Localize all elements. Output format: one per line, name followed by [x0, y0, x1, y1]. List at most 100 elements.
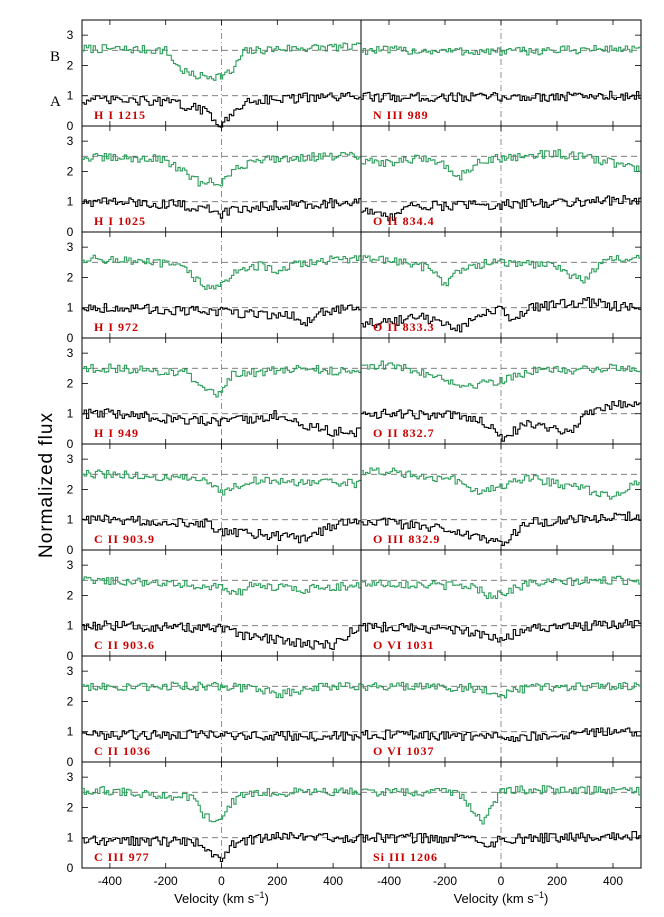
spectrum-a [361, 727, 641, 742]
panel-ion-label: O VI 1037 [373, 744, 434, 758]
spectrum-a [361, 831, 641, 848]
y-tick-label: 3 [67, 558, 74, 572]
x-tick-label: -400 [98, 874, 122, 888]
spectrum-b [361, 360, 641, 389]
panel-ion-label: O VI 1031 [373, 638, 434, 652]
spectrum-b [361, 467, 641, 500]
spectrum-a [82, 831, 361, 863]
x-tick-label: -200 [433, 874, 457, 888]
panel-ion-label: H I 972 [94, 320, 139, 334]
spectrum-b [361, 785, 641, 825]
spectrum-a [82, 620, 361, 651]
y-tick-label: 3 [67, 452, 74, 466]
spectrum-a [82, 729, 361, 742]
spectrum-panel: 0 1 2 3 C II 903.9 [67, 443, 362, 557]
x-tick-label: -400 [377, 874, 401, 888]
y-tick-label: 3 [67, 346, 74, 360]
spectrum-a [361, 511, 641, 546]
spectrum-panel: O VI 1031 [360, 549, 642, 657]
y-tick-label: 1 [67, 89, 74, 103]
panel-grid: 0 1 2 3 H I 1215 N III 989 0 1 2 3 H I 1025 O II 83… [67, 19, 642, 875]
spectrum-panel: O III 832.9 [360, 443, 642, 551]
y-tick-label: 0 [67, 119, 74, 133]
spectrum-b [361, 575, 641, 599]
series-label-b: B [50, 49, 60, 65]
panel-ion-label: C II 1036 [94, 744, 151, 758]
y-tick-label: 3 [67, 664, 74, 678]
panel-ion-label: O II 834.4 [373, 214, 435, 228]
y-tick-label: 1 [67, 725, 74, 739]
panel-ion-label: C II 903.6 [94, 638, 155, 652]
spectrum-panel: O II 834.4 [360, 125, 642, 233]
y-tick-label: 2 [67, 58, 74, 72]
spectrum-a [82, 303, 361, 327]
spectrum-panel: 0 1 2 3 H I 1025 [67, 125, 362, 239]
y-tick-label: 1 [67, 513, 74, 527]
x-axis-label: Velocity (km s−1) [174, 890, 269, 906]
y-axis-label: Normalized flux [36, 412, 57, 558]
spectrum-a [361, 297, 641, 333]
y-tick-label: 0 [67, 225, 74, 239]
panel-ion-label: O III 832.9 [373, 532, 440, 546]
spectrum-b [82, 469, 361, 496]
spectrum-b [361, 149, 641, 181]
x-tick-label: 0 [498, 874, 505, 888]
spectrum-panel: N III 989 [360, 19, 642, 127]
spectrum-b [82, 363, 361, 398]
y-tick-label: 1 [67, 407, 74, 421]
panel-ion-label: H I 949 [94, 426, 139, 440]
y-tick-label: 0 [67, 861, 74, 875]
y-tick-label: 0 [67, 649, 74, 663]
spectrum-a [82, 514, 361, 544]
x-axis-labels: -400 -200 0 200 400 Velocity (km s−1) -400 -200… [98, 874, 623, 906]
panel-ion-label: H I 1025 [94, 214, 146, 228]
x-axis-label: Velocity (km s−1) [454, 890, 549, 906]
x-tick-label: 200 [547, 874, 567, 888]
panel-ion-label: C II 903.9 [94, 532, 155, 546]
y-tick-label: 2 [67, 164, 74, 178]
y-tick-label: 0 [67, 437, 74, 451]
y-tick-label: 0 [67, 331, 74, 345]
spectrum-panel: 0 1 2 3 C II 1036 [67, 655, 362, 769]
spectrum-b [82, 42, 361, 81]
spectrum-a [361, 195, 641, 222]
spectrum-a [82, 92, 361, 128]
y-tick-label: 2 [67, 800, 74, 814]
spectrum-panel: O VI 1037 [360, 655, 642, 763]
spectrum-panel: Si III 1206 [360, 761, 642, 869]
spectrum-panel: O II 833.3 [360, 231, 642, 339]
panel-ion-label: C III 977 [94, 850, 150, 864]
y-tick-label: 3 [67, 240, 74, 254]
spectrum-b [82, 576, 361, 596]
x-tick-label: 0 [218, 874, 225, 888]
spectrum-b [82, 254, 361, 290]
y-tick-label: 3 [67, 134, 74, 148]
panel-ion-label: N III 989 [373, 108, 429, 122]
y-tick-label: 2 [67, 270, 74, 284]
spectrum-b [82, 681, 361, 699]
y-tick-label: 1 [67, 619, 74, 633]
spectrum-panel: 0 1 2 3 H I 972 [67, 231, 362, 345]
x-tick-label: 400 [603, 874, 623, 888]
spectrum-panel: 0 1 2 3 H I 1215 [67, 19, 362, 133]
x-tick-label: 200 [267, 874, 287, 888]
y-tick-label: 3 [67, 770, 74, 784]
spectrum-a [82, 408, 361, 438]
y-tick-label: 1 [67, 831, 74, 845]
spectrum-b [82, 785, 361, 823]
spectrum-panel: 0 1 2 3 C II 903.6 [67, 549, 362, 663]
panel-ion-label: H I 1215 [94, 108, 146, 122]
spectrum-a [361, 90, 641, 103]
y-tick-label: 0 [67, 755, 74, 769]
spectrum-panel: O II 832.7 [360, 337, 642, 445]
series-label-a: A [50, 94, 61, 110]
spectrum-b [82, 151, 361, 187]
spectrum-panel: 0 1 2 3 H I 949 [67, 337, 362, 451]
spectrum-a [361, 400, 641, 442]
y-tick-label: 1 [67, 195, 74, 209]
spectrum-a [361, 619, 641, 643]
spectrum-a [82, 197, 361, 219]
y-tick-label: 2 [67, 482, 74, 496]
y-tick-label: 2 [67, 694, 74, 708]
